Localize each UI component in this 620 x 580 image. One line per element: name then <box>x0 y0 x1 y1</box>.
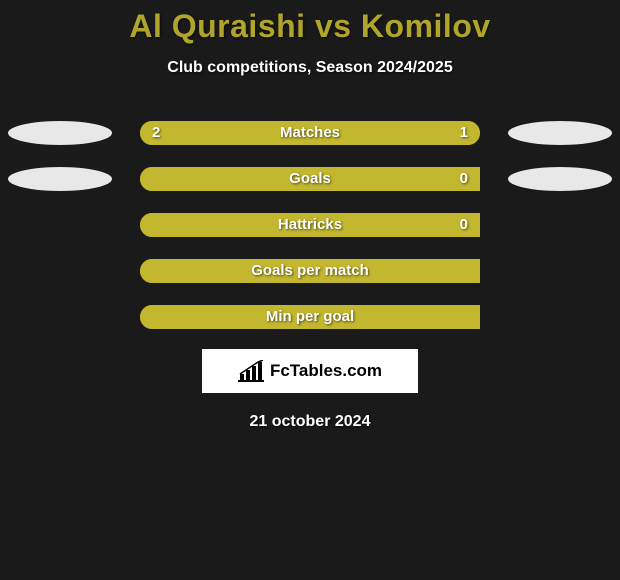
stat-label: Min per goal <box>140 305 480 329</box>
player-right-name: Komilov <box>361 8 491 44</box>
stat-bar: 21Matches <box>140 121 480 145</box>
stat-label: Hattricks <box>140 213 480 237</box>
bar-chart-icon <box>238 360 264 382</box>
source-logo: FcTables.com <box>202 349 418 393</box>
stat-label: Goals <box>140 167 480 191</box>
player-left-flag <box>8 167 112 191</box>
date-text: 21 october 2024 <box>0 413 620 431</box>
player-right-flag <box>508 167 612 191</box>
player-left-name: Al Quraishi <box>129 8 305 44</box>
stat-bar: 0Hattricks <box>140 213 480 237</box>
stat-bar: Min per goal <box>140 305 480 329</box>
stat-bar: 0Goals <box>140 167 480 191</box>
main-title: Al Quraishi vs Komilov <box>0 8 620 45</box>
stat-label: Goals per match <box>140 259 480 283</box>
subtitle: Club competitions, Season 2024/2025 <box>0 59 620 77</box>
stat-label: Matches <box>140 121 480 145</box>
player-right-flag <box>508 121 612 145</box>
title-vs: vs <box>315 8 352 44</box>
stats-rows: 21Matches 0Goals 0Hattricks Goals per match… <box>0 121 620 329</box>
source-logo-text: FcTables.com <box>270 361 382 381</box>
stat-row: Goals per match <box>0 259 620 283</box>
stat-row: 0Goals <box>0 167 620 191</box>
comparison-widget: Al Quraishi vs Komilov Club competitions… <box>0 0 620 431</box>
player-left-flag <box>8 121 112 145</box>
stat-row: 21Matches <box>0 121 620 145</box>
stat-bar: Goals per match <box>140 259 480 283</box>
stat-row: Min per goal <box>0 305 620 329</box>
stat-row: 0Hattricks <box>0 213 620 237</box>
